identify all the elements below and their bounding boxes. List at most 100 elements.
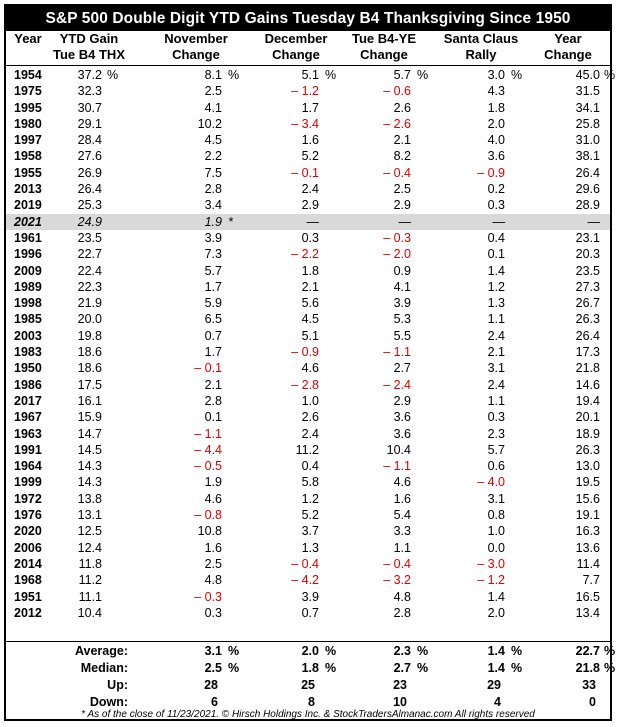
cell-nov: 0.3 bbox=[204, 605, 222, 620]
cell-dec: – 2.2 bbox=[291, 247, 319, 262]
cell-nov: 1.9 bbox=[204, 214, 222, 229]
cell-dec: 1.3 bbox=[301, 540, 319, 555]
cell-tue: 1.6 bbox=[393, 491, 411, 506]
cell-yr: 31.5 bbox=[575, 84, 600, 99]
cell-yr: 19.1 bbox=[575, 508, 600, 523]
cell-nov: 2.2 bbox=[204, 149, 222, 164]
cell-dec: 3.7 bbox=[301, 524, 319, 539]
cell-ytd: 22.7 bbox=[77, 247, 102, 262]
cell-santa: 2.4 bbox=[487, 328, 505, 343]
column-header-year-change: Year Change bbox=[544, 31, 592, 62]
cell-ytd: 28.4 bbox=[77, 133, 102, 148]
cell-yr: 26.3 bbox=[575, 312, 600, 327]
cell-nov: 10.8 bbox=[197, 524, 222, 539]
cell-tue: 2.6 bbox=[393, 100, 411, 115]
cell-nov: – 0.1 bbox=[194, 361, 222, 376]
cell-year: 1991 bbox=[14, 442, 42, 457]
cell-santa: 0.3 bbox=[487, 198, 505, 213]
cell-ytd: 12.4 bbox=[77, 540, 102, 555]
cell-year: 1950 bbox=[14, 361, 42, 376]
cell-tue: – 2.4 bbox=[383, 377, 411, 392]
table-row: 1961 23.5 3.9 0.3 – 0.3 0.4 23.1 bbox=[6, 230, 610, 246]
cell-ytd: 30.7 bbox=[77, 100, 102, 115]
stats-percent-santa: % bbox=[511, 661, 523, 675]
cell-santa: 2.1 bbox=[487, 345, 505, 360]
cell-nov: – 1.1 bbox=[194, 426, 222, 441]
cell-tue: 5.3 bbox=[393, 312, 411, 327]
cell-santa: – 3.0 bbox=[477, 556, 505, 571]
cell-yr: 13.6 bbox=[575, 540, 600, 555]
table-frame: S&P 500 Double Digit YTD Gains Tuesday B… bbox=[4, 4, 616, 721]
cell-tue: – 2.6 bbox=[383, 116, 411, 131]
table-row: 1964 14.3 – 0.5 0.4 – 1.1 0.6 13.0 bbox=[6, 458, 610, 474]
table-row: 1989 22.3 1.7 2.1 4.1 1.2 27.3 bbox=[6, 279, 610, 295]
cell-year: 2020 bbox=[14, 524, 42, 539]
cell-year: 1996 bbox=[14, 247, 42, 262]
footnote: * As of the close of 11/23/2021. © Hirsc… bbox=[81, 709, 535, 720]
cell-nov: 4.1 bbox=[204, 100, 222, 115]
cell-santa: – 0.9 bbox=[477, 165, 505, 180]
cell-tue: 2.5 bbox=[393, 182, 411, 197]
cell-ytd: 10.4 bbox=[77, 605, 102, 620]
cell-santa: 0.6 bbox=[487, 459, 505, 474]
stats-percent-yr: % bbox=[604, 661, 616, 675]
cell-dec: – 3.4 bbox=[291, 116, 319, 131]
stats-santa: 29 bbox=[487, 678, 501, 692]
cell-santa: 4.3 bbox=[487, 84, 505, 99]
cell-dec: 5.1 bbox=[301, 68, 319, 82]
cell-dec: 1.7 bbox=[301, 100, 319, 115]
cell-year: 1999 bbox=[14, 475, 42, 490]
cell-ytd: 25.3 bbox=[77, 198, 102, 213]
table-row: 1972 13.8 4.6 1.2 1.6 3.1 15.6 bbox=[6, 491, 610, 507]
cell-dec: 1.2 bbox=[301, 491, 319, 506]
column-header-ytd-gain: YTD Gain Tue B4 THX bbox=[53, 31, 125, 62]
stats-nov: 28 bbox=[204, 678, 218, 692]
stats-percent-nov: % bbox=[228, 661, 240, 675]
cell-santa: 0.0 bbox=[487, 540, 505, 555]
cell-year: 1986 bbox=[14, 377, 42, 392]
cell-yr: 26.3 bbox=[575, 442, 600, 457]
cell-ytd: 11.1 bbox=[78, 589, 102, 604]
cell-tue: – 2.0 bbox=[383, 247, 411, 262]
cell-santa: – 1.2 bbox=[477, 573, 505, 588]
cell-dec: – 4.2 bbox=[291, 573, 319, 588]
cell-year: 2012 bbox=[14, 605, 42, 620]
stats-santa: 1.4 bbox=[487, 644, 505, 658]
cell-ytd: 18.6 bbox=[77, 345, 102, 360]
table-row: 2014 11.8 2.5 – 0.4 – 0.4 – 3.0 11.4 bbox=[6, 556, 610, 572]
cell-tue: 10.4 bbox=[386, 442, 411, 457]
cell-tue: 8.2 bbox=[393, 149, 411, 164]
table-row: 2003 19.8 0.7 5.1 5.5 2.4 26.4 bbox=[6, 328, 610, 344]
cell-yr: 38.1 bbox=[575, 149, 600, 164]
column-header-december: December Change bbox=[264, 31, 328, 62]
cell-nov: 7.5 bbox=[204, 165, 222, 180]
cell-year: 1972 bbox=[14, 491, 42, 506]
cell-tue: – 0.4 bbox=[383, 556, 411, 571]
table-row: 1950 18.6 – 0.1 4.6 2.7 3.1 21.8 bbox=[6, 360, 610, 376]
cell-year: 1980 bbox=[14, 116, 42, 131]
cell-nov: 4.6 bbox=[204, 491, 222, 506]
cell-year: 1963 bbox=[14, 426, 42, 441]
cell-nov: – 4.4 bbox=[194, 442, 222, 457]
stats-percent-tue: % bbox=[417, 661, 429, 675]
cell-dec: 5.2 bbox=[301, 508, 319, 523]
cell-tue: 2.9 bbox=[393, 393, 411, 408]
table-row: 1986 17.5 2.1 – 2.8 – 2.4 2.4 14.6 bbox=[6, 377, 610, 393]
stats-label: Median: bbox=[80, 661, 128, 675]
table-row: 1985 20.0 6.5 4.5 5.3 1.1 26.3 bbox=[6, 311, 610, 327]
column-header-row: Year YTD Gain Tue B4 THX November Change D… bbox=[6, 31, 610, 66]
stats-dec: 1.8 bbox=[301, 661, 319, 675]
cell-ytd: 14.5 bbox=[77, 442, 102, 457]
cell-santa: 0.8 bbox=[487, 508, 505, 523]
cell-dec: 5.8 bbox=[301, 475, 319, 490]
cell-nov: – 0.5 bbox=[194, 459, 222, 474]
table-row: 1983 18.6 1.7 – 0.9 – 1.1 2.1 17.3 bbox=[6, 344, 610, 360]
cell-ytd: 20.0 bbox=[77, 312, 102, 327]
cell-yr: 34.1 bbox=[575, 100, 600, 115]
cell-tue: 3.9 bbox=[393, 296, 411, 311]
stats-label: Down: bbox=[89, 695, 128, 709]
stats-tue: 10 bbox=[393, 695, 407, 709]
column-header-tue-ye: Tue B4-YE Change bbox=[351, 31, 417, 62]
cell-tue: 3.6 bbox=[393, 426, 411, 441]
cell-tue: – 0.6 bbox=[383, 84, 411, 99]
